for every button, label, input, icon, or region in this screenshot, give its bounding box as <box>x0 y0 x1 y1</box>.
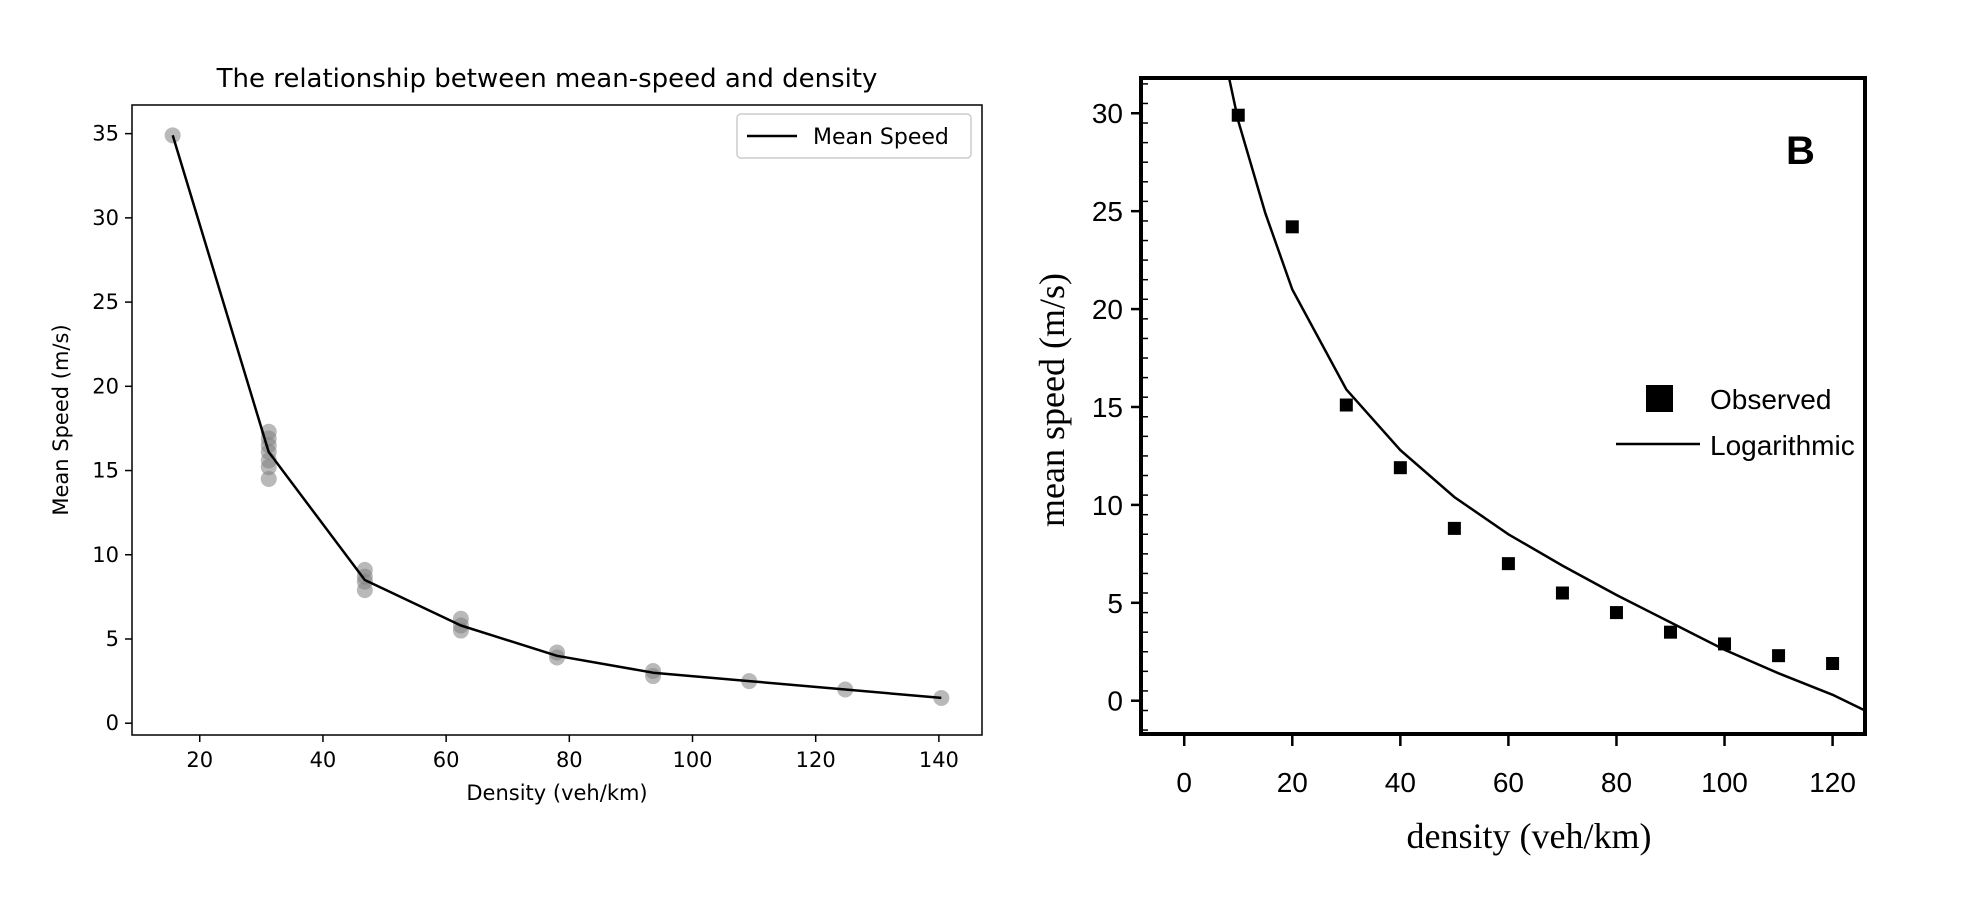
x-tick-label: 20 <box>1277 767 1308 798</box>
series-line <box>171 134 942 700</box>
left-plot-frame <box>131 104 983 736</box>
observed-point <box>1339 398 1353 412</box>
observed-point <box>1826 657 1840 671</box>
left-y-axis: 0 5 10 15 20 25 30 35 <box>92 122 132 735</box>
right-panel-label: B <box>1786 129 1815 173</box>
right-y-axis-label: mean speed (m/s) <box>1032 273 1072 527</box>
x-tick-label: 140 <box>919 748 959 772</box>
y-tick-label: 5 <box>106 627 119 651</box>
y-tick-label: 30 <box>1092 98 1123 129</box>
y-tick-label: 15 <box>92 459 119 483</box>
left-line-series <box>171 134 942 700</box>
observed-point <box>1609 606 1623 620</box>
x-tick-label: 60 <box>433 748 460 772</box>
x-tick-label: 40 <box>310 748 337 772</box>
logarithmic-line <box>1227 78 1865 712</box>
x-tick-label: 80 <box>556 748 583 772</box>
x-tick-label: 20 <box>186 748 213 772</box>
right-observed-points <box>1231 108 1840 671</box>
x-tick-label: 120 <box>1809 767 1856 798</box>
left-scatter-points <box>164 127 950 706</box>
right-x-axis-label: density (veh/km) <box>1407 816 1652 856</box>
y-tick-label: 30 <box>92 206 119 230</box>
x-tick-label: 40 <box>1385 767 1416 798</box>
left-chart-title: The relationship between mean-speed and … <box>216 64 878 94</box>
scatter-point <box>260 470 277 487</box>
left-x-axis: 20 40 60 80 100 120 140 <box>186 735 959 772</box>
observed-point <box>1663 625 1677 639</box>
observed-point <box>1393 461 1407 475</box>
left-chart: The relationship between mean-speed and … <box>49 64 983 805</box>
observed-point <box>1555 586 1569 600</box>
scatter-point <box>645 668 662 685</box>
y-tick-label: 35 <box>92 122 119 146</box>
right-logarithmic-curve <box>1227 78 1865 712</box>
y-tick-label: 0 <box>1107 686 1123 717</box>
x-tick-label: 80 <box>1601 767 1632 798</box>
x-tick-label: 120 <box>796 748 836 772</box>
observed-point <box>1447 521 1461 535</box>
observed-point <box>1501 557 1515 571</box>
y-tick-label: 10 <box>1092 490 1123 521</box>
x-tick-label: 100 <box>1701 767 1748 798</box>
x-tick-label: 60 <box>1493 767 1524 798</box>
observed-point <box>1772 649 1786 663</box>
y-tick-label: 0 <box>106 711 119 735</box>
y-tick-label: 5 <box>1107 588 1123 619</box>
y-tick-label: 20 <box>1092 294 1123 325</box>
scatter-point <box>933 689 950 706</box>
scatter-point <box>356 582 373 599</box>
right-legend-observed-label: Observed <box>1710 384 1831 415</box>
y-tick-label: 10 <box>92 543 119 567</box>
left-legend-label: Mean Speed <box>813 125 949 150</box>
right-x-axis: 0 20 40 60 80 100 120 <box>1176 734 1856 798</box>
right-legend-square-swatch <box>1646 385 1673 412</box>
right-chart: 0 20 40 60 80 100 120 0 5 10 15 20 25 30 B Observed … <box>1032 76 1867 856</box>
observed-point <box>1718 637 1732 651</box>
scatter-point <box>260 459 277 476</box>
left-legend: Mean Speed <box>736 113 972 159</box>
y-tick-label: 20 <box>92 374 119 398</box>
left-legend-box <box>736 113 972 159</box>
x-tick-label: 0 <box>1176 767 1192 798</box>
right-legend: Observed Logarithmic <box>1616 384 1855 461</box>
left-x-axis-label: Density (veh/km) <box>466 781 647 805</box>
y-tick-label: 15 <box>1092 392 1123 423</box>
x-tick-label: 100 <box>672 748 712 772</box>
observed-point <box>1231 108 1245 122</box>
y-tick-label: 25 <box>92 290 119 314</box>
left-y-axis-label: Mean Speed (m/s) <box>49 324 73 515</box>
right-y-axis: 0 5 10 15 20 25 30 <box>1092 98 1141 717</box>
y-tick-label: 25 <box>1092 196 1123 227</box>
right-legend-logarithmic-label: Logarithmic <box>1710 430 1855 461</box>
observed-point <box>1285 220 1299 234</box>
